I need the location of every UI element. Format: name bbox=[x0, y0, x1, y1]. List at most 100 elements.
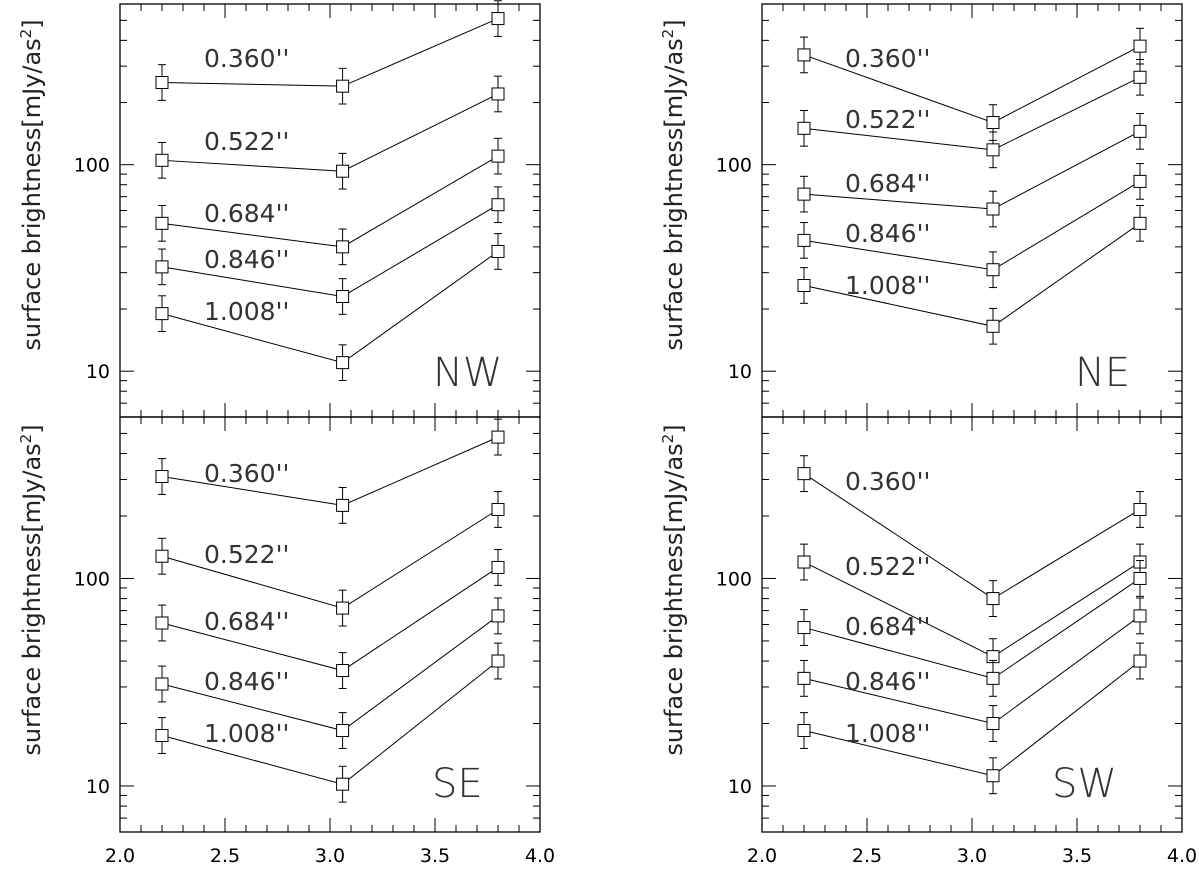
data-point bbox=[155, 616, 169, 630]
y-tick-label: 100 bbox=[74, 568, 110, 590]
data-point bbox=[797, 278, 811, 292]
series-label: 0.360'' bbox=[204, 44, 289, 73]
x-tick-label: 3.0 bbox=[315, 845, 345, 867]
series-2: 0.522'' bbox=[155, 75, 505, 190]
data-point bbox=[1133, 502, 1147, 516]
data-point bbox=[1133, 174, 1147, 188]
series-label: 0.684'' bbox=[845, 169, 930, 198]
series-label: 0.684'' bbox=[204, 607, 289, 636]
data-point bbox=[986, 143, 1000, 157]
data-point bbox=[986, 592, 1000, 606]
series-1: 0.360'' bbox=[155, 418, 505, 524]
data-point bbox=[797, 467, 811, 481]
series-4: 0.846'' bbox=[155, 597, 505, 749]
data-point bbox=[491, 430, 505, 444]
series-label: 1.008'' bbox=[204, 297, 289, 326]
data-point bbox=[491, 560, 505, 574]
panel-label: NW bbox=[433, 350, 502, 396]
data-point bbox=[1133, 571, 1147, 585]
data-point bbox=[986, 116, 1000, 130]
data-point bbox=[491, 12, 505, 26]
data-point bbox=[491, 609, 505, 623]
data-point bbox=[986, 319, 1000, 333]
panel-nw: 10 100 0.360'' 0.522'' 0.684'' 0.846'' 1.008''… bbox=[74, 0, 541, 418]
data-point bbox=[986, 769, 1000, 783]
plot-frame bbox=[761, 416, 1183, 833]
series-label: 0.846'' bbox=[845, 667, 930, 696]
y-tick-label: 10 bbox=[728, 361, 752, 383]
data-point bbox=[155, 76, 169, 90]
data-point bbox=[797, 48, 811, 62]
panel-ne: 10 100 0.360'' 0.522'' 0.684'' 0.846'' 1.008''… bbox=[716, 3, 1183, 418]
series-label: 0.684'' bbox=[204, 199, 289, 228]
data-point bbox=[986, 263, 1000, 277]
data-point bbox=[336, 601, 350, 615]
data-point bbox=[1133, 124, 1147, 138]
series-5: 1.008'' bbox=[797, 642, 1147, 795]
data-point bbox=[797, 555, 811, 569]
y-tick-label: 10 bbox=[86, 361, 110, 383]
series-label: 0.360'' bbox=[845, 44, 930, 73]
data-point bbox=[336, 777, 350, 791]
series-label: 0.360'' bbox=[204, 459, 289, 488]
data-point bbox=[155, 729, 169, 743]
series-label: 0.846'' bbox=[845, 219, 930, 248]
x-tick-label: 2.5 bbox=[210, 845, 240, 867]
data-point bbox=[491, 87, 505, 101]
panel-label: SE bbox=[432, 761, 483, 807]
panel-se: 2.0 2.5 3.0 3.5 4.0 10 100 0.360'' 0.522'' 0.684'… bbox=[74, 416, 555, 867]
data-point bbox=[1133, 654, 1147, 668]
series-3: 0.684'' bbox=[797, 113, 1147, 228]
y-axis-label: surface brightness[mJy/as2] bbox=[17, 424, 46, 755]
data-point bbox=[797, 724, 811, 738]
y-tick-label: 10 bbox=[86, 776, 110, 798]
series-label: 0.522'' bbox=[204, 127, 289, 156]
series-5: 1.008'' bbox=[155, 233, 505, 381]
y-tick-label: 100 bbox=[716, 155, 752, 177]
panel-label: NE bbox=[1075, 350, 1130, 396]
data-point bbox=[1133, 216, 1147, 230]
series-label: 0.360'' bbox=[845, 467, 930, 496]
series-label: 0.684'' bbox=[845, 612, 930, 641]
data-point bbox=[491, 149, 505, 163]
series-label: 0.522'' bbox=[204, 540, 289, 569]
data-point bbox=[797, 121, 811, 135]
x-tick-label: 2.0 bbox=[105, 845, 135, 867]
series-5: 1.008'' bbox=[797, 205, 1147, 345]
y-tick-label: 100 bbox=[74, 155, 110, 177]
data-point bbox=[336, 356, 350, 370]
data-point bbox=[336, 240, 350, 254]
data-point bbox=[155, 549, 169, 563]
series-label: 1.008'' bbox=[204, 719, 289, 748]
data-point bbox=[155, 470, 169, 484]
data-point bbox=[491, 654, 505, 668]
series-label: 1.008'' bbox=[845, 271, 930, 300]
series-2: 0.522'' bbox=[797, 543, 1147, 676]
y-axis-label: surface brightness[mJy/as2] bbox=[659, 19, 688, 350]
data-point bbox=[336, 79, 350, 93]
series-label: 0.846'' bbox=[204, 245, 289, 274]
data-point bbox=[155, 307, 169, 321]
x-tick-label: 3.0 bbox=[957, 845, 987, 867]
data-point bbox=[155, 677, 169, 691]
data-point bbox=[986, 202, 1000, 216]
y-axis-label: surface brightness[mJy/as2] bbox=[17, 19, 46, 350]
data-point bbox=[155, 260, 169, 274]
data-point bbox=[155, 216, 169, 230]
series-4: 0.846'' bbox=[797, 597, 1147, 742]
y-tick-label: 100 bbox=[716, 568, 752, 590]
series-4: 0.846'' bbox=[155, 186, 505, 315]
data-point bbox=[797, 621, 811, 635]
series-3: 0.684'' bbox=[155, 137, 505, 266]
data-point bbox=[336, 724, 350, 738]
x-tick-label: 3.5 bbox=[420, 845, 450, 867]
data-point bbox=[491, 502, 505, 516]
data-point bbox=[336, 664, 350, 678]
series-label: 1.008'' bbox=[845, 719, 930, 748]
x-tick-label: 2.5 bbox=[852, 845, 882, 867]
data-point bbox=[797, 187, 811, 201]
data-point bbox=[491, 244, 505, 258]
panel-sw: 2.0 2.5 3.0 3.5 4.0 10 100 0.360'' 0.522'' 0.684'… bbox=[716, 416, 1197, 867]
data-point bbox=[336, 164, 350, 178]
